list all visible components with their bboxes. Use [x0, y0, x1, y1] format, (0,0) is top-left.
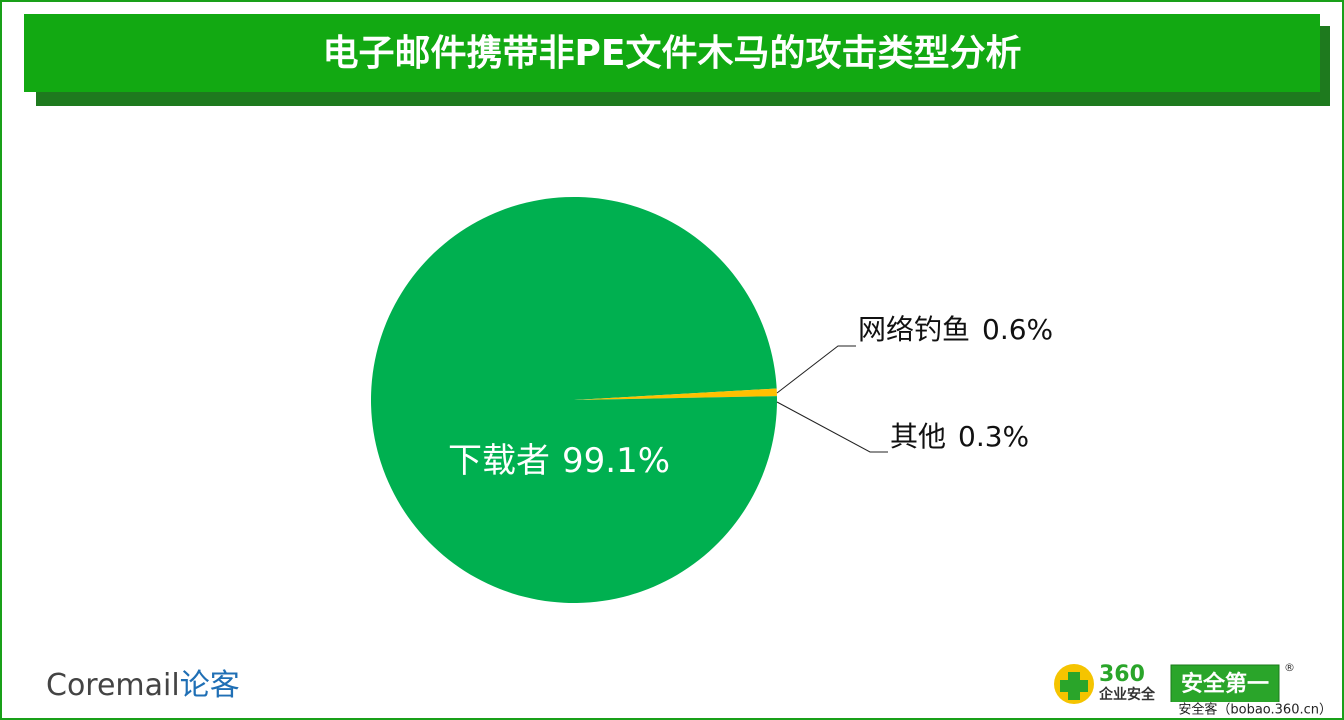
source-bg: [1168, 702, 1338, 718]
slice-label: 下载者 99.1%: [448, 441, 670, 481]
brand-360: 360: [1099, 662, 1145, 687]
logo-360-plus: [1060, 672, 1088, 700]
chart-title: 电子邮件携带非PE文件木马的攻击类型分析: [323, 33, 1022, 74]
category-label: 网络钓鱼: [858, 313, 970, 346]
pie-slice: [370, 196, 777, 603]
source: 安全客（bobao.360.cn）: [1178, 702, 1332, 718]
slice-label: 网络钓鱼 0.6%: [858, 313, 1053, 346]
pie-slice: [574, 388, 777, 400]
title-bar: [24, 14, 1320, 92]
value-label: 0.6%: [982, 313, 1053, 346]
registered: ®: [1284, 661, 1295, 674]
pie-slice: [574, 396, 777, 400]
slogan-box: [1170, 664, 1280, 704]
value-label: 0.3%: [958, 420, 1029, 453]
pie: 下载者 99.1% 网络钓鱼 0.6% 其他 0.3%: [370, 196, 1053, 603]
leader-line: [776, 345, 856, 394]
slice-label: 其他 0.3%: [890, 420, 1029, 453]
coremail-logo: Coremail论客: [46, 668, 240, 703]
coremail: Coremail: [46, 668, 180, 703]
slogan: 安全第一: [1181, 671, 1269, 697]
value-label: 99.1%: [562, 441, 670, 481]
category-label: 下载者: [448, 441, 550, 481]
leader-line: [776, 401, 888, 453]
coremail-cn: 论客: [180, 668, 240, 703]
brand-360-sub: 企业安全: [1098, 686, 1156, 703]
category-label: 其他: [890, 420, 946, 453]
